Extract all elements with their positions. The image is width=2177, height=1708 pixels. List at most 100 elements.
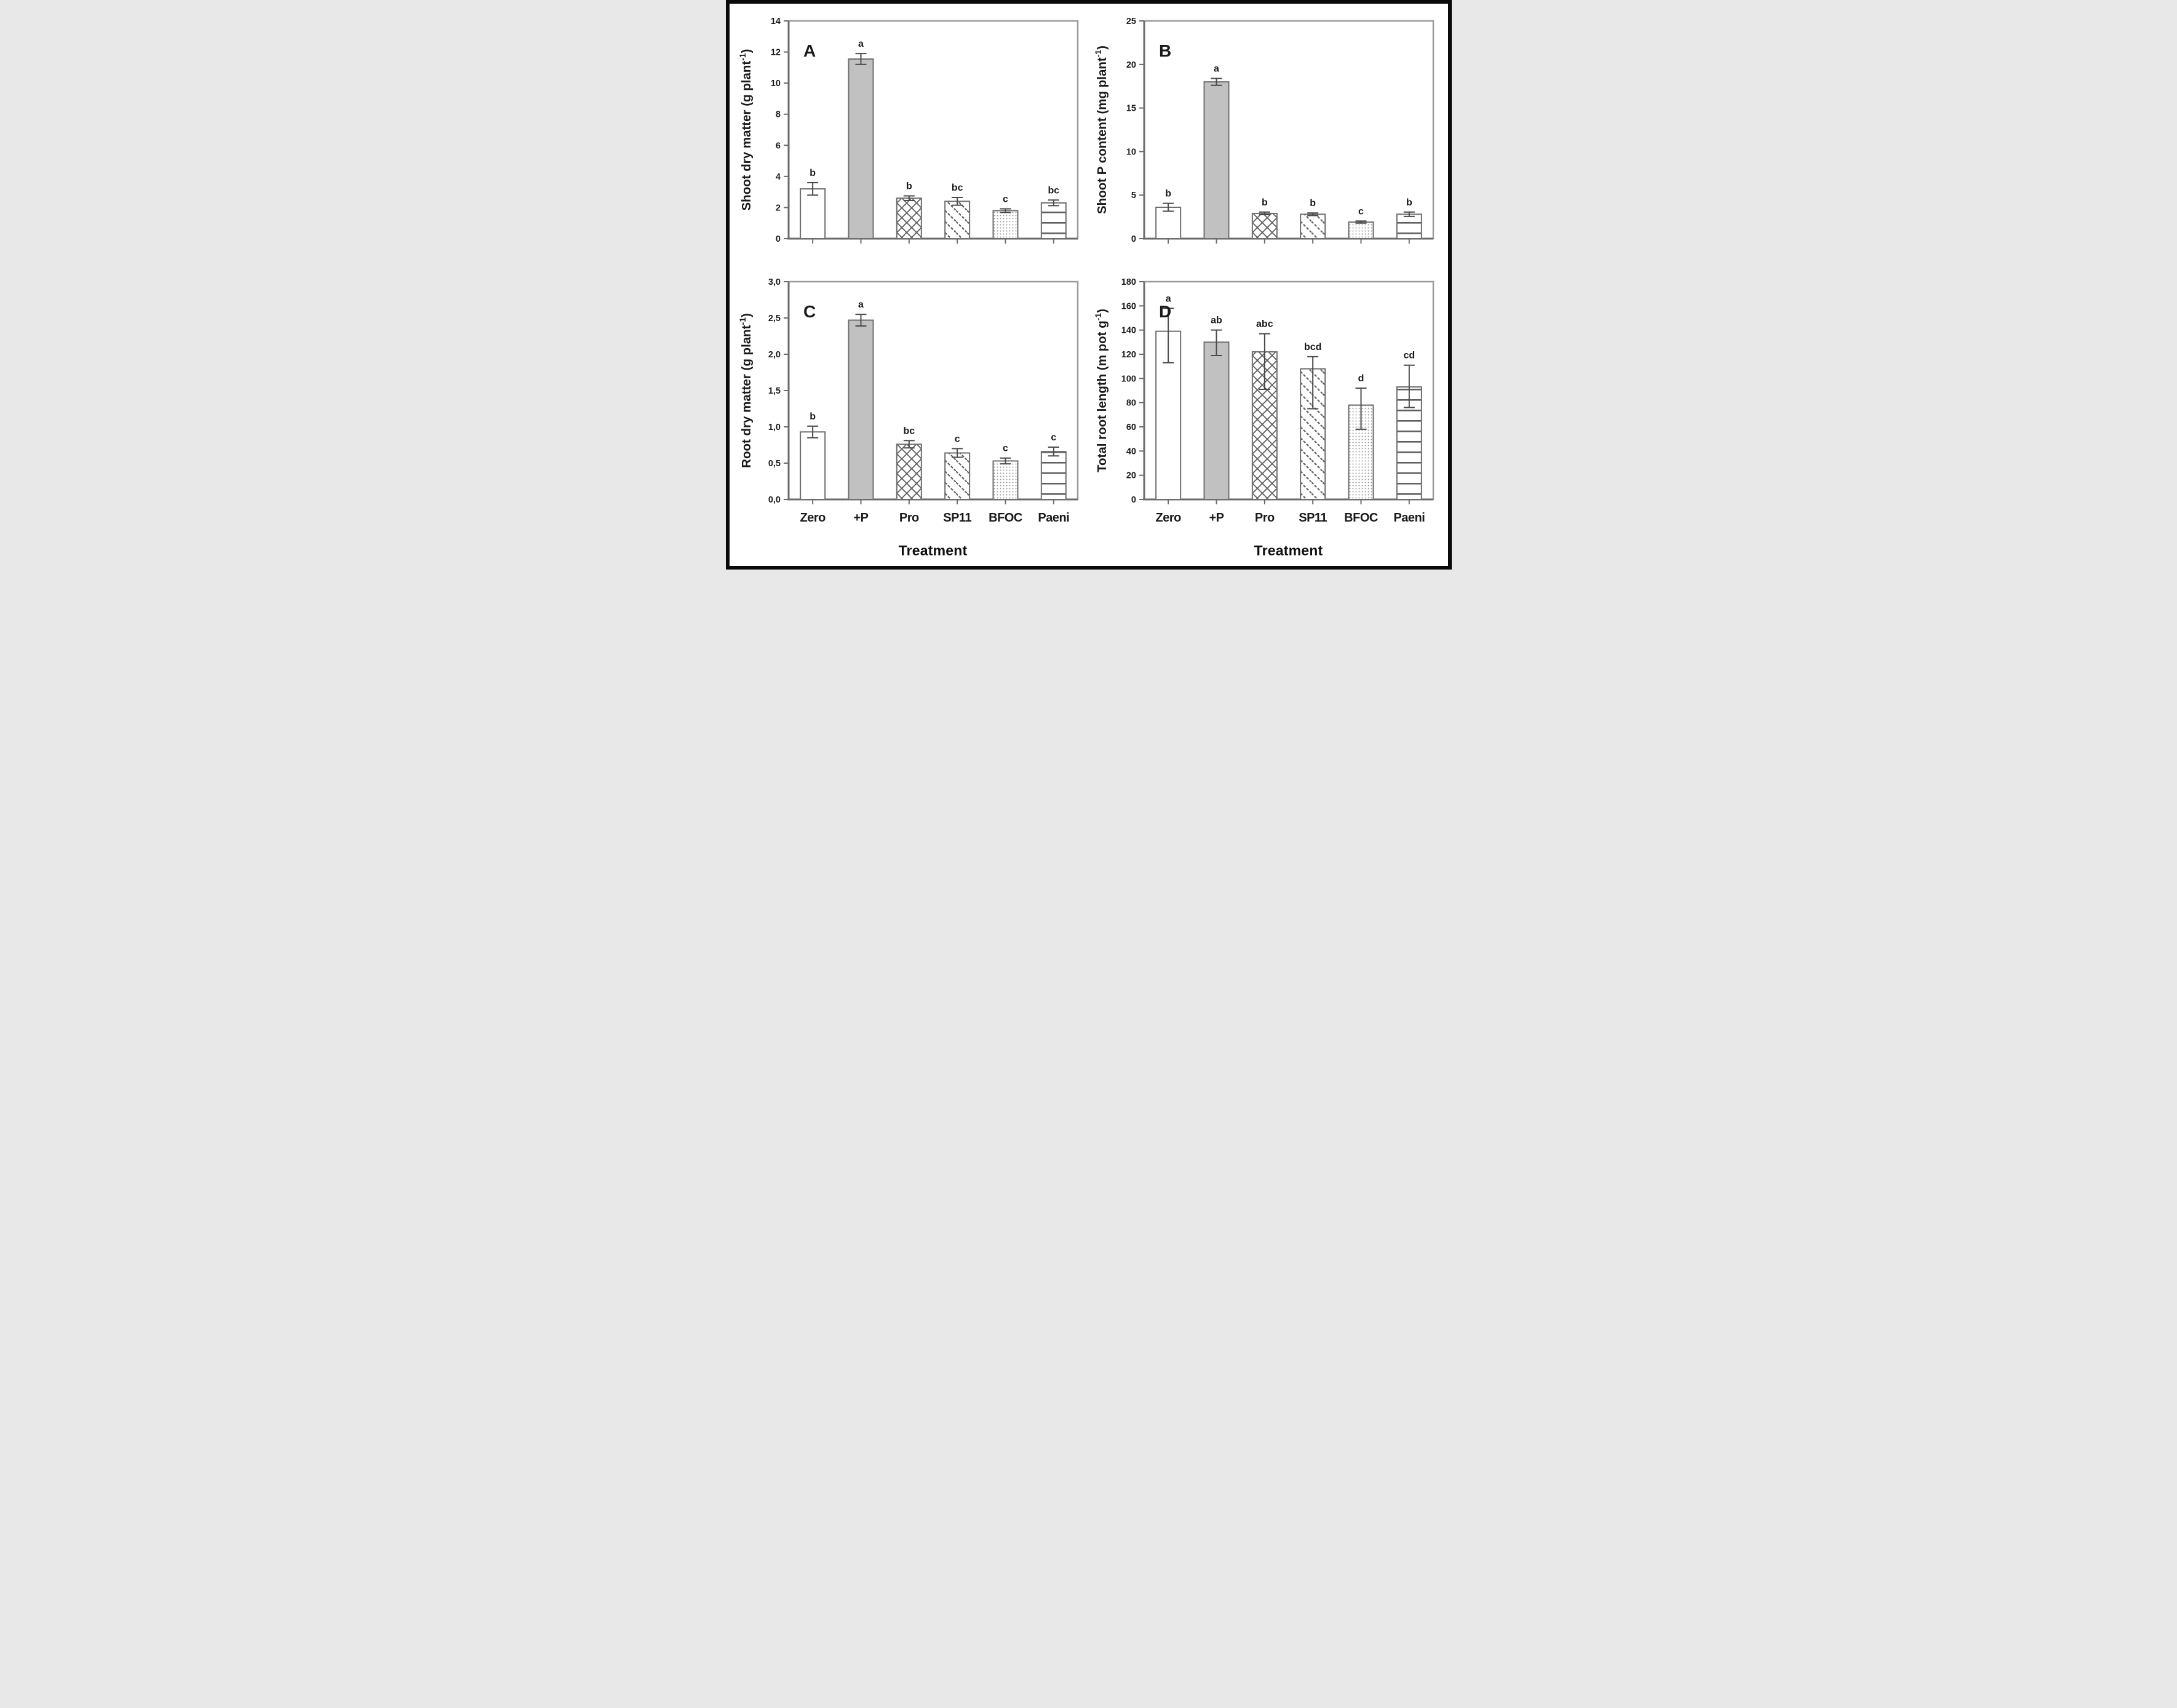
bar-BFOC (992, 460, 1018, 500)
bar-Paeni (1040, 451, 1067, 500)
sig-letter-BFOC: d (1358, 373, 1364, 384)
panel-C-chart: 0,0 0,5 1,0 1,5 2,0 2,5 3,0 b Zero a +P bc Pro c SP11 c… (738, 277, 1078, 525)
y-tick-label: 15 (1126, 104, 1136, 114)
sig-letter-Paeni: c (1051, 432, 1056, 443)
bar-Zero (799, 431, 826, 501)
sig-letter-Zero: b (810, 411, 816, 422)
panel-D: 0 20 40 60 80 100 120 140 160 180 a Zero ab +P abc Pro b… (1090, 272, 1446, 559)
bar-Paeni (1396, 213, 1422, 239)
y-tick-label: 80 (1126, 399, 1136, 408)
x-tick-label-Paeni: Paeni (1038, 511, 1069, 525)
y-tick-label: 6 (775, 141, 780, 151)
y-tick-label: 0 (1131, 495, 1136, 505)
x-tick-label-SP11: SP11 (1299, 511, 1327, 525)
bar-Zero (799, 188, 826, 240)
sig-letter-BFOC: c (1358, 206, 1364, 216)
bar-Zero (1155, 207, 1181, 239)
bar-Pro (896, 197, 922, 239)
sig-letter-Pro: abc (1256, 319, 1273, 330)
sig-letter-SP11: c (954, 434, 960, 444)
sig-letter-Zero: b (1165, 189, 1171, 199)
sig-letter-BFOC: c (1003, 443, 1008, 454)
y-tick-label: 10 (770, 79, 780, 89)
y-tick-label: 0 (1131, 234, 1136, 244)
x-tick-label-+P: +P (853, 511, 868, 525)
y-tick-label: 1,0 (768, 423, 780, 432)
y-tick-label: 2,0 (768, 350, 780, 360)
y-tick-label: 1,5 (768, 386, 780, 396)
y-tick-label: 0 (775, 234, 780, 244)
y-tick-label: 4 (775, 172, 780, 182)
x-tick-label-Pro: Pro (1254, 511, 1274, 525)
bar-Pro (896, 443, 922, 501)
y-tick-label: 8 (775, 110, 780, 120)
y-axis-label: Root dry matter (g plant-1) (738, 313, 754, 468)
y-tick-label: 140 (1121, 326, 1136, 336)
panel-letter-A: A (803, 41, 816, 60)
sig-letter-SP11: bcd (1303, 342, 1321, 352)
y-tick-label: 40 (1126, 447, 1136, 456)
panel-C: 0,0 0,5 1,0 1,5 2,0 2,5 3,0 b Zero a +P bc Pro c SP11 c… (734, 272, 1090, 559)
x-tick-label-+P: +P (1209, 511, 1224, 525)
sig-letter-Zero: a (1165, 293, 1171, 304)
sig-letter-Pro: bc (903, 426, 915, 436)
bar-+P (1203, 341, 1229, 501)
panel-letter-B: B (1159, 41, 1171, 60)
panel-grid: 0 2 4 6 8 10 12 14 b a b bc c bc A Shoot dry matter (g … (734, 11, 1443, 559)
x-tick-label-BFOC: BFOC (1344, 511, 1378, 525)
y-tick-label: 180 (1121, 277, 1136, 287)
y-axis-label: Shoot P content (mg plant-1) (1093, 46, 1109, 214)
panel-letter-C: C (803, 302, 816, 321)
sig-letter-Paeni: b (1406, 197, 1412, 208)
x-tick-label-BFOC: BFOC (989, 511, 1022, 525)
y-tick-label: 0,5 (768, 459, 780, 469)
y-tick-label: 160 (1121, 301, 1136, 311)
sig-letter-SP11: b (1310, 198, 1316, 209)
sig-letter-SP11: bc (951, 183, 963, 193)
bar-+P (848, 58, 874, 239)
y-tick-label: 25 (1126, 17, 1136, 26)
y-tick-label: 60 (1126, 423, 1136, 432)
x-tick-label-Zero: Zero (1155, 511, 1181, 525)
sig-letter-Pro: b (905, 181, 912, 191)
panel-B: 0 5 10 15 20 25 b a b b c b B Shoot P content (mg pla… (1090, 11, 1446, 258)
y-tick-label: 12 (770, 48, 780, 58)
x-axis-title-right: Treatment (1254, 542, 1323, 558)
y-axis-label: Shoot dry matter (g plant-1) (738, 49, 754, 210)
panel-A-chart: 0 2 4 6 8 10 12 14 b a b bc c bc A Shoot dry matter (g … (738, 17, 1078, 244)
sig-letter-+P: a (1214, 63, 1219, 74)
y-tick-label: 100 (1121, 374, 1136, 384)
bar-BFOC (1348, 221, 1374, 240)
x-tick-label-SP11: SP11 (943, 511, 971, 525)
panel-D-chart: 0 20 40 60 80 100 120 140 160 180 a Zero ab +P abc Pro b… (1093, 277, 1434, 525)
sig-letter-Zero: b (810, 168, 816, 178)
sig-letter-Paeni: cd (1403, 351, 1415, 361)
y-tick-label: 2 (775, 203, 780, 213)
x-tick-label-Pro: Pro (899, 511, 918, 525)
plot-frame (787, 20, 1078, 240)
sig-letter-Paeni: bc (1048, 185, 1059, 196)
y-tick-label: 0,0 (768, 495, 780, 505)
y-tick-label: 20 (1126, 60, 1136, 70)
panel-A: 0 2 4 6 8 10 12 14 b a b bc c bc A Shoot dry matter (g … (734, 11, 1090, 258)
plot-frame (1143, 20, 1434, 240)
plot-frame (1143, 280, 1434, 501)
bar-SP11 (1299, 213, 1326, 239)
sig-letter-+P: ab (1211, 316, 1222, 326)
y-tick-label: 10 (1126, 147, 1136, 157)
y-tick-label: 14 (770, 17, 780, 26)
y-tick-label: 20 (1126, 471, 1136, 481)
bar-Paeni (1040, 202, 1067, 240)
sig-letter-+P: a (858, 39, 864, 49)
sig-letter-BFOC: c (1003, 194, 1008, 204)
y-tick-label: 120 (1121, 350, 1136, 360)
figure-page: 0 2 4 6 8 10 12 14 b a b bc c bc A Shoot dry matter (g … (725, 0, 1452, 570)
plot-frame (787, 280, 1078, 501)
y-axis-label: Total root length (m pot g-1) (1093, 309, 1109, 472)
bar-Pro (1251, 212, 1278, 240)
y-tick-label: 5 (1131, 191, 1136, 201)
bar-+P (1203, 81, 1229, 240)
bar-SP11 (944, 201, 970, 240)
x-tick-label-Paeni: Paeni (1393, 511, 1425, 525)
bar-BFOC (992, 210, 1018, 240)
